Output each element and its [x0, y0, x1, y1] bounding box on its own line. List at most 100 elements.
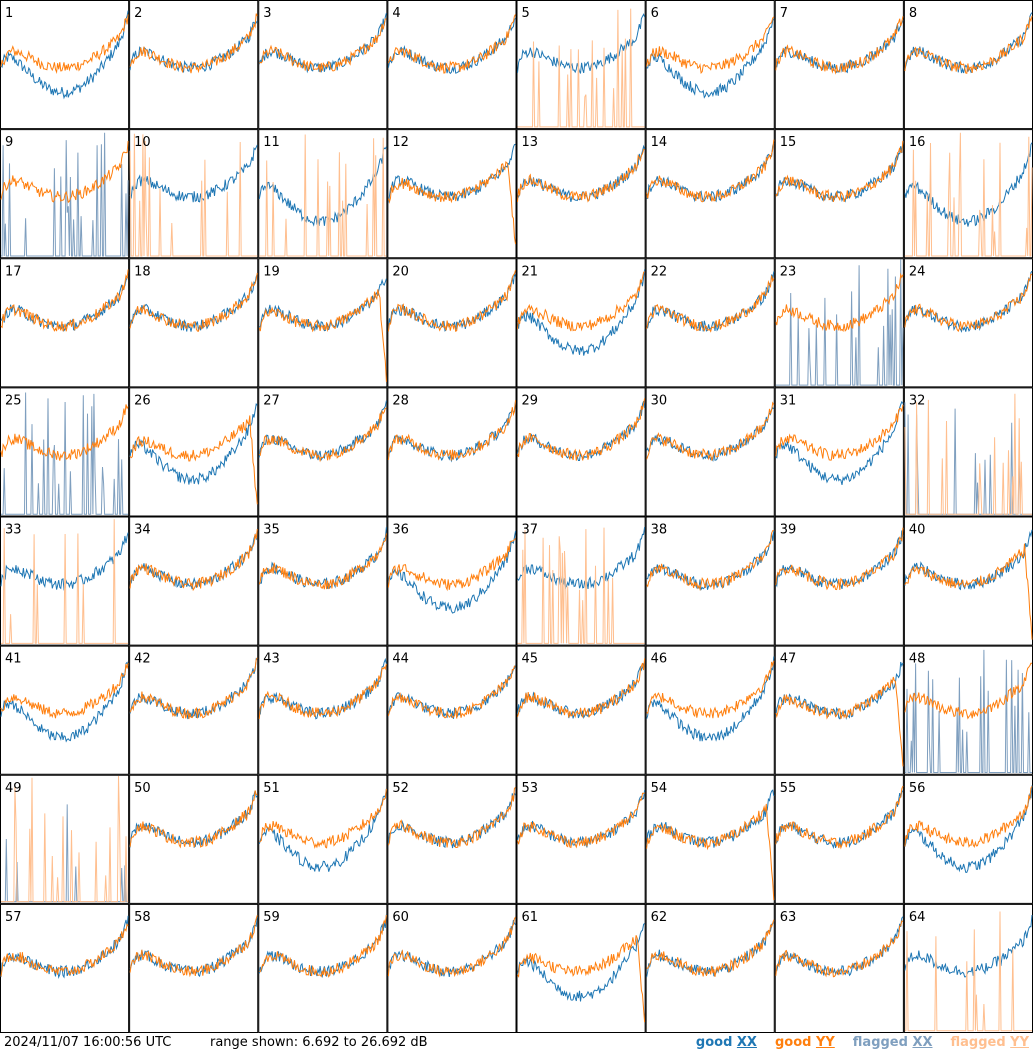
panel-61: 61 — [516, 903, 646, 1033]
footer: 2024/11/07 16:00:56 UTC range shown: 6.6… — [0, 1033, 1033, 1053]
panel-frame — [129, 903, 259, 1033]
series-xx-line — [0, 661, 129, 743]
series-yy-line — [259, 788, 387, 849]
series-yy-line — [775, 920, 904, 978]
panel-52: 52 — [387, 774, 517, 904]
panel-number: 18 — [134, 264, 151, 279]
panel-frame — [0, 129, 130, 259]
panel-32: 32 — [903, 387, 1033, 517]
series-xx-line — [646, 271, 775, 332]
panel-30: 30 — [645, 387, 775, 517]
series-yy-line — [517, 792, 645, 849]
series-yy-line — [1, 775, 129, 903]
series-xx-line — [904, 914, 1033, 978]
panel-number: 27 — [263, 393, 280, 408]
panel-1: 1 — [0, 0, 130, 130]
series-xx-line — [517, 13, 646, 74]
series-xx-line — [1, 132, 129, 257]
series-yy-line — [387, 160, 516, 245]
panel-number: 24 — [909, 264, 926, 279]
panel-number: 7 — [780, 6, 788, 21]
panel-48: 48 — [903, 645, 1033, 775]
panel-number: 34 — [134, 523, 151, 538]
series-yy-line — [517, 398, 646, 461]
legend-label: good — [695, 1035, 737, 1050]
series-xx-line — [387, 143, 516, 203]
panel-number: 52 — [392, 781, 409, 796]
series-yy-line — [129, 790, 258, 849]
panel-24: 24 — [903, 258, 1033, 388]
series-yy-line — [387, 400, 516, 461]
panel-frame — [387, 645, 517, 775]
series-xx-line — [775, 259, 904, 386]
panel-frame — [774, 129, 904, 259]
panel-7: 7 — [774, 0, 904, 130]
panel-number: 15 — [780, 135, 797, 150]
panel-54: 54 — [645, 774, 775, 904]
panel-number: 10 — [134, 135, 151, 150]
panel-37: 37 — [516, 516, 646, 646]
panel-frame — [774, 258, 904, 388]
panel-3: 3 — [258, 0, 388, 130]
panel-42: 42 — [129, 645, 259, 775]
panel-frame — [645, 129, 775, 259]
legend-label: good — [774, 1035, 816, 1050]
panel-49: 49 — [0, 774, 130, 904]
series-xx-line — [129, 532, 258, 590]
panel-number: 25 — [5, 393, 22, 408]
panel-number: 37 — [522, 523, 539, 538]
series-yy-line — [258, 533, 387, 590]
series-yy-line — [646, 401, 775, 461]
panel-number: 49 — [5, 781, 22, 796]
series-yy-line — [775, 404, 904, 461]
panel-frame — [516, 258, 646, 388]
timestamp: 2024/11/07 16:00:56 UTC — [4, 1035, 172, 1050]
panel-16: 16 — [903, 129, 1033, 259]
legend-entry: flagged XX — [853, 1035, 933, 1050]
panel-frame — [0, 258, 130, 388]
panel-18: 18 — [129, 258, 259, 388]
panel-number: 60 — [392, 910, 409, 925]
panel-58: 58 — [129, 903, 259, 1033]
series-yy-line — [1, 519, 129, 644]
panel-number: 36 — [392, 523, 409, 538]
series-xx-line — [904, 785, 1033, 873]
series-yy-line — [904, 15, 1033, 74]
panel-frame — [645, 258, 775, 388]
panel-number: 13 — [522, 135, 539, 150]
panel-11: 11 — [258, 129, 388, 259]
series-yy-line — [129, 529, 258, 592]
series-yy-line — [258, 18, 387, 73]
panel-frame — [0, 774, 130, 904]
panel-57: 57 — [0, 903, 130, 1033]
panel-43: 43 — [258, 645, 388, 775]
series-yy-line — [0, 141, 129, 204]
series-yy-line — [258, 407, 387, 463]
panel-51: 51 — [258, 774, 388, 904]
series-xx-line — [387, 18, 516, 75]
legend-pol: YY — [815, 1035, 835, 1050]
series-yy-line — [517, 935, 646, 1023]
series-yy-line — [0, 662, 129, 719]
series-xx-line — [258, 146, 387, 227]
legend-pol: YY — [1010, 1035, 1029, 1050]
series-yy-line — [129, 133, 258, 257]
panel-number: 58 — [134, 910, 151, 925]
series-xx-line — [0, 10, 129, 100]
panel-number: 61 — [522, 910, 539, 925]
panel-59: 59 — [258, 903, 388, 1033]
series-yy-line — [775, 676, 904, 767]
panel-number: 3 — [263, 6, 271, 21]
panel-53: 53 — [516, 774, 646, 904]
panel-frame — [387, 258, 517, 388]
series-yy-line — [775, 527, 904, 591]
panel-26: 26 — [129, 387, 259, 517]
panel-number: 22 — [651, 264, 668, 279]
series-xx-line — [259, 278, 387, 332]
series-xx-line — [517, 923, 645, 1002]
series-yy-line — [0, 14, 129, 75]
series-yy-line — [0, 269, 129, 332]
panel-36: 36 — [387, 516, 517, 646]
series-yy-line — [517, 527, 645, 644]
